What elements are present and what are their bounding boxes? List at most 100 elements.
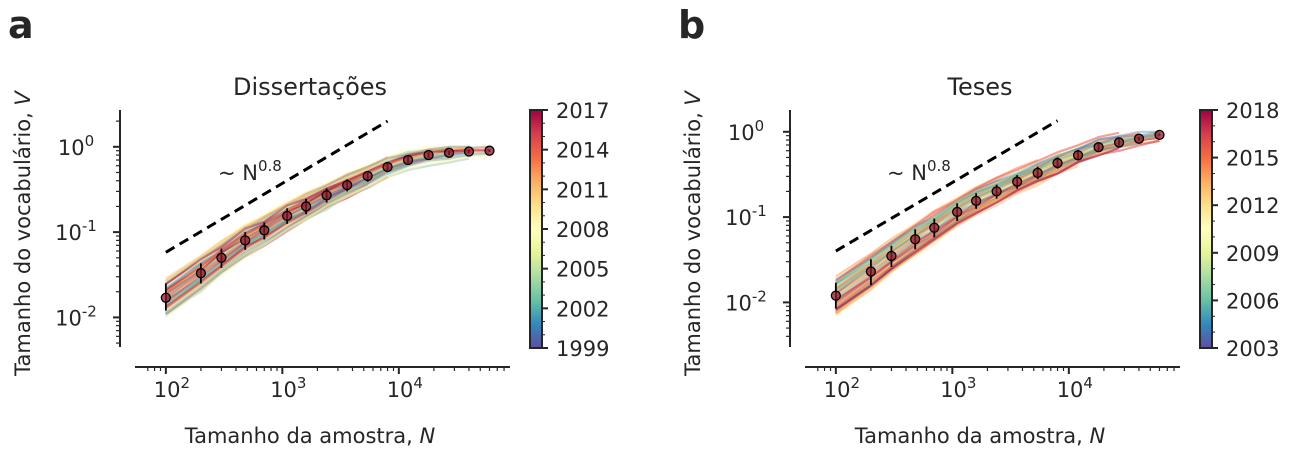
series-line xyxy=(835,165,1079,315)
series-line xyxy=(165,145,490,283)
colorbar-tick-label: 2008 xyxy=(556,218,609,242)
y-tick-label: 100 xyxy=(58,132,94,160)
series-line xyxy=(165,149,490,315)
series-line xyxy=(835,143,1140,313)
colorbar xyxy=(529,109,543,349)
y-tick-label: 10-1 xyxy=(55,217,97,245)
series-line xyxy=(835,142,1120,309)
colorbar-tick-label: 2006 xyxy=(1226,289,1279,313)
panel-b: b Teses ~ N0.8 102 103 104 10-2 10-1 100 Tamanho … xyxy=(678,3,1279,448)
series-line xyxy=(835,132,1160,311)
data-point xyxy=(1011,176,1023,187)
series-line xyxy=(835,141,1099,285)
series-line xyxy=(835,144,1120,313)
colorbar xyxy=(1199,109,1213,349)
data-point xyxy=(1072,150,1084,161)
series-line xyxy=(835,176,1039,308)
data-point xyxy=(910,234,921,245)
data-point xyxy=(341,180,353,191)
series-line xyxy=(165,149,470,286)
colorbar-tick-label: 2015 xyxy=(1226,147,1279,171)
colorbar-tick-label: 2014 xyxy=(556,139,609,163)
data-point xyxy=(402,154,414,166)
series-line xyxy=(835,135,1160,286)
series-line xyxy=(835,139,1160,313)
data-point xyxy=(423,149,434,161)
trajectories xyxy=(165,145,490,318)
series-line xyxy=(165,176,389,315)
series-line xyxy=(165,150,470,309)
colorbar-tick-label: 2011 xyxy=(556,178,609,202)
series-line xyxy=(165,184,369,316)
series-line xyxy=(165,172,388,311)
data-point xyxy=(991,186,1002,197)
series-line xyxy=(835,165,1039,285)
data-point xyxy=(282,210,293,222)
data-point xyxy=(886,250,897,262)
y-axis-label: Tamanho do vocabulário, V xyxy=(11,90,35,377)
series-line xyxy=(835,130,1160,292)
series-line xyxy=(165,155,490,318)
data-point xyxy=(1032,167,1043,179)
data-point xyxy=(1093,142,1104,153)
series-line xyxy=(835,133,1160,311)
reference-line xyxy=(165,119,389,254)
colorbar-tick-label: 2018 xyxy=(1226,99,1279,123)
x-axis-label: Tamanho da amostra, N xyxy=(184,424,436,448)
series-line xyxy=(165,157,470,315)
data-point xyxy=(484,145,495,156)
series-line xyxy=(835,166,1039,288)
y-tick-label: 100 xyxy=(728,117,764,145)
x-tick-label: 103 xyxy=(940,374,976,402)
data-point xyxy=(1052,157,1063,169)
series-line xyxy=(835,143,1120,313)
data-point xyxy=(929,222,940,233)
colorbar-tick-label: 2003 xyxy=(1226,337,1279,361)
series-line xyxy=(835,132,1160,283)
x-tick-label: 103 xyxy=(270,374,306,402)
series-line xyxy=(835,164,1039,285)
chart-title: Teses xyxy=(946,73,1012,101)
data-point xyxy=(300,201,312,212)
series-line xyxy=(165,147,409,283)
colorbar-tick-label: 2005 xyxy=(556,258,609,282)
series-line xyxy=(165,145,470,281)
data-point xyxy=(463,146,475,157)
reference-annotation: ~ N0.8 xyxy=(887,157,951,185)
reference-annotation: ~ N0.8 xyxy=(218,157,282,185)
data-point xyxy=(160,292,171,303)
x-axis-label: Tamanho da amostra, N xyxy=(854,424,1106,448)
colorbar-tick-label: 1999 xyxy=(556,337,609,361)
data-point xyxy=(321,190,332,201)
series-line xyxy=(835,174,1039,304)
data-point xyxy=(362,170,373,182)
series-line xyxy=(835,136,1100,278)
y-tick-label: 10-1 xyxy=(725,202,767,230)
data-point xyxy=(443,147,455,158)
data-point xyxy=(952,206,963,218)
series-line xyxy=(165,183,369,317)
colorbar-tick-label: 2017 xyxy=(556,99,609,123)
chart-title: Dissertações xyxy=(233,73,387,101)
y-tick-label: 10-2 xyxy=(55,302,97,330)
series-line xyxy=(835,149,1079,283)
x-tick-label: 104 xyxy=(1057,374,1093,402)
data-point xyxy=(865,266,877,277)
data-point xyxy=(970,195,982,206)
series-line xyxy=(835,131,1120,282)
series-line xyxy=(165,151,450,313)
colorbar-tick-label: 2009 xyxy=(1226,242,1279,266)
series-line xyxy=(835,162,1079,317)
data-point xyxy=(382,161,393,173)
series-line xyxy=(165,183,369,310)
reference-line xyxy=(835,119,1059,253)
series-line xyxy=(835,147,1120,311)
series-line xyxy=(165,152,409,282)
panel-letter: a xyxy=(8,3,34,47)
panel-letter: b xyxy=(678,3,705,47)
data-point xyxy=(195,268,207,279)
data-point xyxy=(259,225,270,236)
series-line xyxy=(835,133,1160,302)
data-point xyxy=(240,235,251,246)
